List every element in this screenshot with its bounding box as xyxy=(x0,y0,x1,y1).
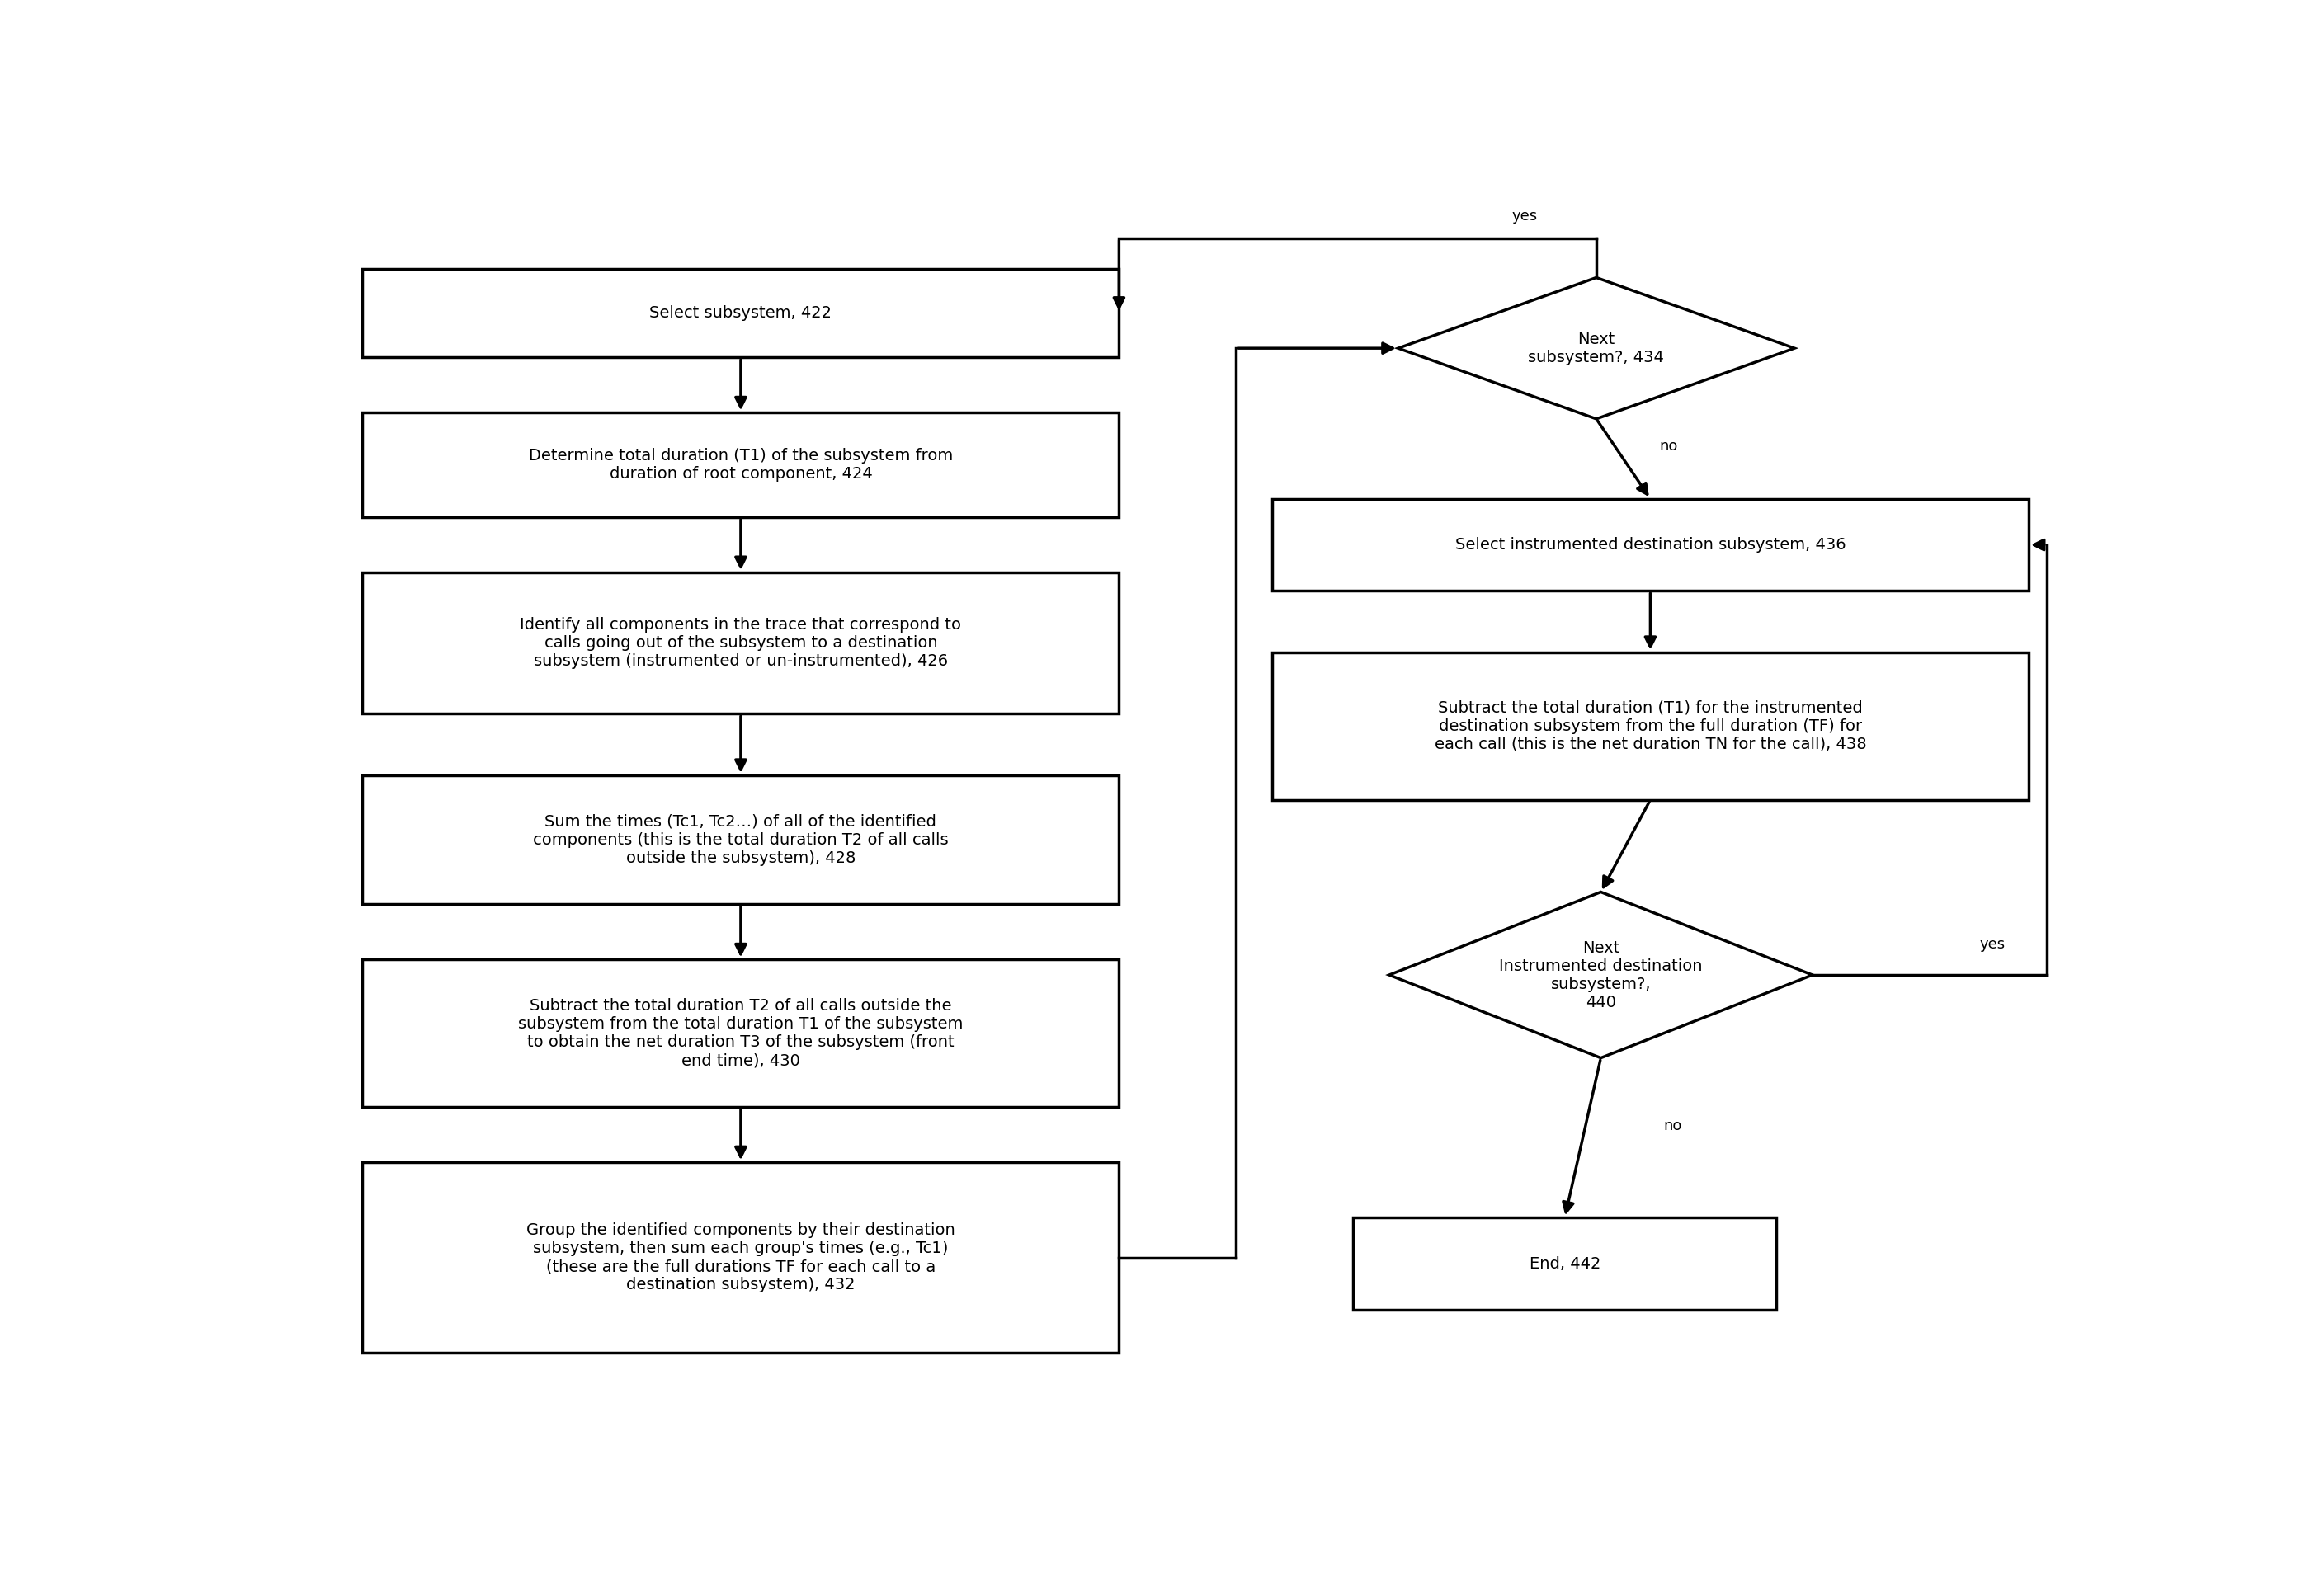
Text: Identify all components in the trace that correspond to
calls going out of the s: Identify all components in the trace tha… xyxy=(521,618,962,669)
Text: Sum the times (Tc1, Tc2…) of all of the identified
components (this is the total: Sum the times (Tc1, Tc2…) of all of the … xyxy=(532,814,948,865)
Text: Subtract the total duration (T1) for the instrumented
destination subsystem from: Subtract the total duration (T1) for the… xyxy=(1434,701,1866,752)
FancyBboxPatch shape xyxy=(363,776,1118,905)
FancyBboxPatch shape xyxy=(363,270,1118,358)
Text: Next
subsystem?, 434: Next subsystem?, 434 xyxy=(1529,332,1664,365)
Text: Group the identified components by their destination
subsystem, then sum each gr: Group the identified components by their… xyxy=(525,1223,955,1293)
Text: End, 442: End, 442 xyxy=(1529,1256,1601,1272)
FancyBboxPatch shape xyxy=(363,1162,1118,1353)
Text: no: no xyxy=(1659,439,1678,453)
Text: yes: yes xyxy=(1980,937,2006,951)
Text: Determine total duration (T1) of the subsystem from
duration of root component, : Determine total duration (T1) of the sub… xyxy=(528,448,953,482)
Text: Select instrumented destination subsystem, 436: Select instrumented destination subsyste… xyxy=(1455,536,1845,552)
Text: Next
Instrumented destination
subsystem?,
440: Next Instrumented destination subsystem?… xyxy=(1499,940,1703,1010)
FancyBboxPatch shape xyxy=(1271,500,2029,591)
Polygon shape xyxy=(1399,278,1794,418)
Polygon shape xyxy=(1390,892,1813,1058)
FancyBboxPatch shape xyxy=(1353,1218,1776,1310)
Text: no: no xyxy=(1664,1119,1683,1133)
Text: Select subsystem, 422: Select subsystem, 422 xyxy=(651,305,832,321)
FancyBboxPatch shape xyxy=(363,573,1118,713)
FancyBboxPatch shape xyxy=(363,959,1118,1108)
FancyBboxPatch shape xyxy=(1271,653,2029,800)
Text: yes: yes xyxy=(1511,209,1536,223)
FancyBboxPatch shape xyxy=(363,413,1118,517)
Text: Subtract the total duration T2 of all calls outside the
subsystem from the total: Subtract the total duration T2 of all ca… xyxy=(518,998,962,1068)
